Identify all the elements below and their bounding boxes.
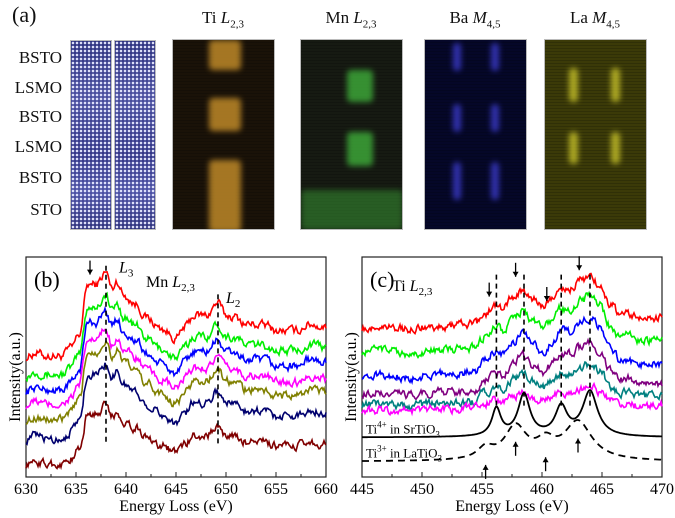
arrowhead: [486, 291, 493, 297]
y-axis-label: Intensity(a.u.): [343, 332, 360, 422]
elemental-map-la: [544, 39, 647, 230]
signal-region: [347, 132, 373, 166]
map-title-ba: Ba M4,5: [449, 8, 501, 31]
spectrum-navy: [25, 362, 327, 446]
layer-label-bsto: BSTO: [18, 168, 62, 187]
signal-region: [209, 40, 241, 70]
signal-region: [611, 68, 620, 102]
signal-region: [453, 104, 461, 132]
arrowhead: [576, 265, 583, 271]
arrowhead: [575, 438, 581, 444]
panel-a-label: (a): [12, 2, 37, 27]
elemental-map-mn: [300, 39, 403, 230]
y-axis-label: Intensity(a.u.): [7, 332, 24, 422]
x-tick-label: 660: [314, 481, 338, 498]
layer-label-bsto: BSTO: [18, 107, 62, 126]
signal-region: [491, 43, 499, 71]
spectrum-magenta: [361, 381, 663, 417]
spectrum-blue: [25, 305, 327, 396]
arrowhead: [542, 457, 549, 463]
signal-region: [569, 132, 578, 164]
spectrum-red: [25, 270, 327, 362]
map-title-mn: Mn L2,3: [325, 8, 377, 31]
map-title-la: La M4,5: [569, 8, 621, 31]
reference-ti4: [362, 388, 662, 439]
x-tick-label: 645: [164, 481, 188, 498]
signal-region: [491, 162, 499, 200]
signal-region: [611, 132, 620, 164]
signal-region: [347, 70, 373, 102]
layer-label-lsmo: LSMO: [14, 137, 62, 156]
edge-annotation: L3: [118, 259, 134, 279]
map-title-ti: Ti L2,3: [202, 8, 244, 31]
arrowhead: [512, 271, 519, 277]
x-tick-label: 630: [14, 481, 38, 498]
x-tick-label: 455: [470, 481, 494, 498]
reference-label: Ti3+ in LaTiO3: [366, 444, 443, 464]
stem-image-right: [114, 40, 156, 230]
elemental-map-ti: [172, 39, 275, 230]
arrowhead: [543, 296, 550, 301]
x-tick-label: 460: [530, 481, 554, 498]
spectrum-title: Mn L2,3: [146, 274, 195, 294]
spectrum-red: [361, 272, 663, 336]
arrowhead: [512, 441, 519, 447]
x-tick-label: 445: [350, 481, 374, 498]
spectrum-magenta: [25, 327, 327, 410]
x-tick-label: 465: [590, 481, 614, 498]
signal-region: [301, 190, 402, 229]
stem-image-left: [70, 40, 112, 230]
arrowhead: [482, 464, 489, 470]
signal-region: [569, 68, 578, 102]
reference-label: Ti4+ in SrTiO3: [366, 419, 440, 439]
layer-label-bsto: BSTO: [18, 48, 62, 67]
layer-label-lsmo: LSMO: [14, 78, 62, 97]
plot-b: 630 635 640 645 650 655 660 Energy Loss (eV) Int…: [7, 256, 338, 515]
spectrum-teal: [361, 360, 663, 412]
spectrum-purple: [361, 337, 663, 401]
spectrum-blue: [361, 315, 663, 385]
edge-annotation: L2: [225, 290, 240, 310]
panel-label: (c): [370, 267, 394, 292]
reference-ti3: [362, 419, 663, 462]
x-tick-label: 470: [650, 481, 674, 498]
x-tick-label: 655: [264, 481, 288, 498]
signal-region: [209, 160, 241, 229]
x-tick-label: 450: [410, 481, 434, 498]
signal-region: [491, 104, 499, 132]
spectrum-dark-red: [25, 400, 327, 471]
x-tick-label: 640: [114, 481, 138, 498]
panel-label: (b): [34, 267, 60, 292]
signal-region: [453, 162, 461, 200]
spectrum-green: [361, 290, 663, 360]
signal-region: [209, 98, 241, 131]
x-axis-label: Energy Loss (eV): [455, 498, 568, 515]
spectrum-green: [25, 291, 327, 383]
spectrum-olive: [25, 339, 327, 425]
x-tick-label: 650: [214, 481, 238, 498]
signal-region: [453, 43, 461, 71]
plot-c: 445 450 455 460 465 470 Energy Loss (eV) Intens…: [343, 256, 674, 515]
x-axis-label: Energy Loss (eV): [119, 498, 232, 515]
spectrum-title: Ti L2,3: [392, 278, 433, 298]
elemental-map-ba: [424, 39, 527, 230]
arrowhead: [87, 269, 93, 275]
x-tick-label: 635: [64, 481, 88, 498]
layer-label-sto: STO: [30, 200, 62, 219]
